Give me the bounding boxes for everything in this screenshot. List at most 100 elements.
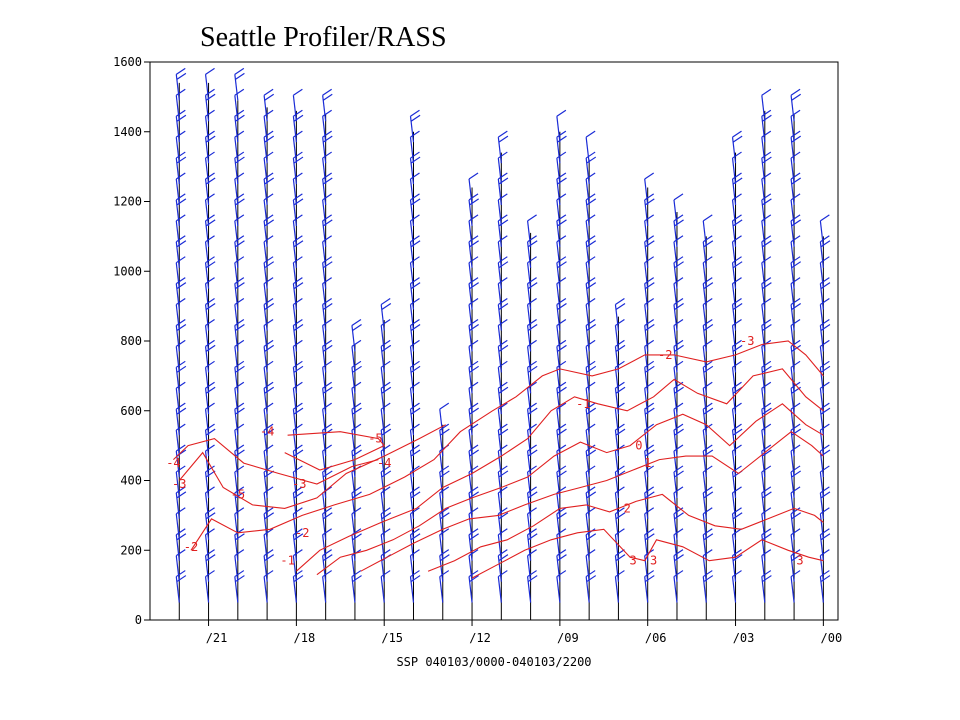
wind-barb — [204, 241, 210, 268]
wind-barb — [468, 450, 473, 478]
wind-barb-feather — [439, 423, 450, 431]
wind-barb-feather — [234, 402, 245, 410]
wind-barb-feather — [322, 549, 332, 557]
wind-barb — [497, 137, 502, 164]
wind-barb-feather — [790, 360, 801, 368]
wind-barb-feather — [702, 277, 713, 285]
wind-barb-feather — [263, 277, 274, 285]
wind-barb — [673, 241, 678, 268]
wind-barb-feather — [556, 486, 567, 494]
wind-barb — [790, 492, 795, 519]
wind-barb-feather — [468, 528, 479, 536]
wind-barb-feather — [820, 465, 830, 473]
wind-barb-feather — [790, 486, 801, 494]
wind-barb-feather — [175, 486, 186, 494]
wind-barb — [702, 304, 707, 331]
wind-barb-feather — [527, 256, 537, 264]
wind-barb — [468, 409, 473, 436]
wind-barb-feather — [497, 130, 508, 138]
wind-barb — [292, 95, 297, 122]
wind-barb-feather — [410, 528, 420, 536]
wind-barb-feather — [790, 465, 801, 473]
wind-barb-feather — [585, 381, 596, 389]
wind-barb — [234, 471, 239, 499]
y-tick-label: 0 — [135, 613, 142, 627]
wind-barb — [409, 534, 415, 561]
wind-barb — [702, 283, 707, 310]
wind-barb — [263, 262, 268, 289]
wind-barb-feather — [439, 507, 450, 515]
wind-barb-feather — [644, 533, 655, 541]
wind-barb-feather — [820, 214, 830, 222]
wind-barb-feather — [557, 219, 567, 227]
wind-barb — [819, 534, 824, 561]
wind-barb-feather — [293, 323, 304, 331]
wind-barb — [322, 178, 327, 206]
wind-barb-feather — [205, 528, 215, 536]
wind-barb-feather — [293, 198, 304, 206]
wind-barb-feather — [410, 235, 420, 243]
wind-barb — [673, 409, 678, 436]
wind-barb-feather — [585, 318, 596, 326]
wind-barb — [761, 492, 766, 519]
wind-barb-feather — [175, 214, 186, 222]
wind-barb-feather — [410, 323, 421, 331]
wind-barb-feather — [175, 507, 186, 515]
wind-barb — [439, 492, 444, 519]
wind-barb — [263, 220, 268, 247]
wind-barb — [204, 95, 210, 122]
wind-barb — [468, 178, 473, 206]
wind-barb — [731, 262, 737, 289]
wind-barb-feather — [703, 323, 714, 331]
wind-barb-feather — [762, 282, 772, 290]
wind-barb — [175, 346, 180, 373]
wind-barb-feather — [380, 402, 391, 410]
wind-barb — [761, 95, 766, 122]
wind-barb-feather — [175, 130, 186, 138]
wind-barb — [731, 576, 737, 603]
wind-barb — [409, 137, 415, 164]
wind-barb-feather — [585, 277, 596, 285]
wind-barb — [790, 576, 795, 603]
wind-barb — [819, 492, 824, 519]
wind-barb-feather — [175, 402, 186, 410]
wind-barb-feather — [761, 423, 772, 431]
wind-barb — [292, 241, 297, 268]
wind-barb — [673, 450, 678, 478]
wind-barb-feather — [702, 256, 713, 264]
wind-barb-feather — [644, 360, 655, 368]
wind-barb — [819, 262, 824, 289]
wind-barb — [409, 262, 415, 289]
wind-barb-feather — [674, 303, 684, 311]
isotherm-label: 2 — [624, 501, 631, 515]
wind-barb-feather — [557, 470, 567, 478]
wind-barb-feather — [732, 344, 743, 352]
wind-barb-feather — [644, 365, 655, 373]
wind-barb-feather — [175, 67, 186, 75]
wind-barb — [263, 116, 268, 143]
wind-barb — [702, 346, 707, 373]
wind-barb — [702, 367, 707, 394]
wind-barb-feather — [380, 507, 391, 515]
wind-barb-feather — [205, 554, 216, 562]
wind-barb-feather — [585, 402, 596, 410]
wind-barb-feather — [497, 339, 508, 347]
wind-barb-feather — [205, 219, 216, 227]
wind-barb-feather — [732, 172, 742, 180]
wind-barb-feather — [527, 491, 538, 499]
wind-barb-feather — [322, 528, 332, 536]
wind-barb-feather — [761, 88, 772, 96]
wind-barb — [351, 555, 356, 582]
wind-barb — [556, 241, 561, 268]
wind-barb — [556, 346, 561, 373]
wind-barb — [761, 157, 766, 185]
wind-barb — [731, 388, 737, 415]
wind-barb-feather — [644, 423, 655, 431]
wind-barb — [380, 367, 385, 394]
wind-barb — [497, 430, 502, 457]
wind-barb-feather — [380, 360, 391, 368]
wind-barb-feather — [410, 339, 420, 347]
wind-barb-feather — [703, 575, 714, 583]
wind-barb — [175, 116, 180, 143]
wind-barb-feather — [235, 156, 245, 164]
